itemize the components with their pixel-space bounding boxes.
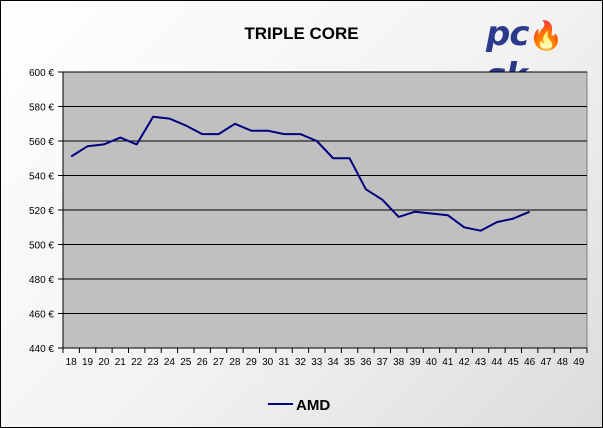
x-tick-label: 45: [508, 357, 520, 368]
x-tick-label: 22: [131, 357, 143, 368]
x-tick-label: 37: [377, 357, 389, 368]
legend-label: AMD: [296, 397, 330, 414]
y-tick-label: 480 €: [29, 275, 54, 286]
x-tick-label: 47: [541, 357, 553, 368]
x-tick-label: 42: [459, 357, 471, 368]
x-tick-label: 29: [246, 357, 258, 368]
x-tick-label: 46: [524, 357, 536, 368]
x-tick-label: 41: [442, 357, 454, 368]
x-tick-label: 43: [475, 357, 487, 368]
x-tick-label: 25: [180, 357, 192, 368]
legend: AMD: [268, 397, 330, 414]
flame-icon: 🔥: [528, 19, 564, 52]
logo-text-pre: pc: [486, 14, 529, 54]
x-tick-label: 31: [279, 357, 291, 368]
x-axis: 18 19 20 21 22 23 24 25 26 27 28 29 30 31 32 33 34 35 36 37…: [62, 347, 588, 368]
x-tick-label: 32: [295, 357, 307, 368]
x-tick-label: 35: [344, 357, 356, 368]
series-layer: [70, 115, 531, 232]
chart-title: TRIPLE CORE: [244, 24, 359, 43]
x-tick-label: 30: [262, 357, 274, 368]
x-tick-label: 49: [573, 357, 585, 368]
x-tick-label: 20: [98, 357, 110, 368]
x-tick-label: 48: [557, 357, 569, 368]
x-tick-label: 44: [491, 357, 503, 368]
y-tick-label: 600 €: [29, 68, 54, 79]
x-tick-label: 19: [82, 357, 94, 368]
x-tick-label: 38: [393, 357, 405, 368]
x-tick-label: 36: [360, 357, 372, 368]
y-tick-label: 460 €: [29, 310, 54, 321]
y-tick-label: 540 €: [29, 172, 54, 183]
x-tick-label: 27: [213, 357, 225, 368]
y-tick-label: 560 €: [29, 137, 54, 148]
y-tick-label: 520 €: [29, 206, 54, 217]
x-tick-label: 40: [426, 357, 438, 368]
x-tick-label: 18: [66, 357, 78, 368]
series-line-amd: [70, 115, 531, 232]
x-tick-label: 24: [164, 357, 176, 368]
y-tick-label: 440 €: [29, 344, 54, 355]
y-axis: 440 € 460 € 480 € 500 € 520 € 540 € 560 € 580 €…: [29, 68, 64, 355]
x-tick-label: 34: [328, 357, 340, 368]
y-tick-label: 580 €: [29, 103, 54, 114]
x-tick-label: 39: [410, 357, 422, 368]
x-tick-label: 33: [311, 357, 323, 368]
x-tick-label: 26: [197, 357, 209, 368]
x-tick-label: 28: [229, 357, 241, 368]
y-tick-label: 500 €: [29, 241, 54, 252]
x-tick-label: 23: [148, 357, 160, 368]
x-tick-label: 21: [115, 357, 127, 368]
